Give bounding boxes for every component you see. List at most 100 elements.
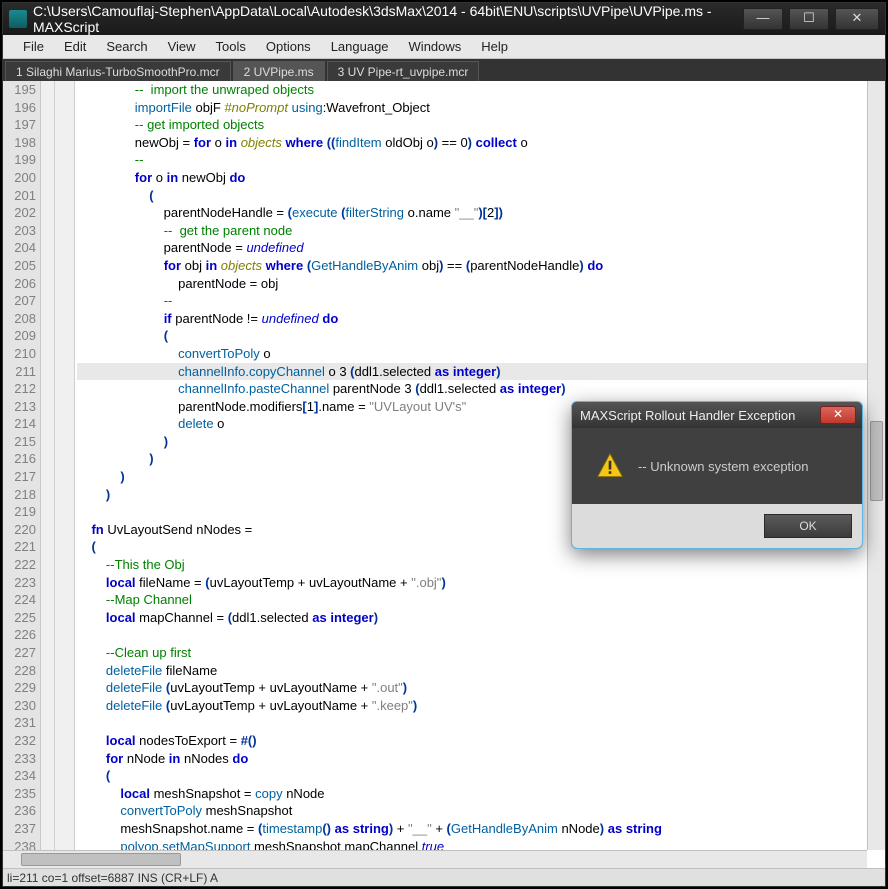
menu-options[interactable]: Options xyxy=(256,37,321,56)
code-line[interactable]: --Map Channel xyxy=(77,591,885,609)
line-number: 228 xyxy=(3,662,36,680)
minimize-button[interactable]: — xyxy=(743,8,783,30)
line-number: 216 xyxy=(3,450,36,468)
code-line[interactable]: local fileName = (uvLayoutTemp + uvLayou… xyxy=(77,574,885,592)
menu-windows[interactable]: Windows xyxy=(399,37,472,56)
line-number: 213 xyxy=(3,398,36,416)
line-number: 200 xyxy=(3,169,36,187)
line-number: 233 xyxy=(3,750,36,768)
tab[interactable]: 3 UV Pipe-rt_uvpipe.mcr xyxy=(327,61,480,81)
line-number: 231 xyxy=(3,714,36,732)
code-line[interactable]: meshSnapshot.name = (timestamp() as stri… xyxy=(77,820,885,838)
line-number: 203 xyxy=(3,222,36,240)
code-line[interactable]: parentNode = undefined xyxy=(77,239,885,257)
code-line[interactable]: -- get the parent node xyxy=(77,222,885,240)
code-line[interactable]: deleteFile (uvLayoutTemp + uvLayoutName … xyxy=(77,679,885,697)
statusbar: li=211 co=1 offset=6887 INS (CR+LF) A xyxy=(3,868,885,886)
code-line[interactable]: if parentNode != undefined do xyxy=(77,310,885,328)
line-number: 232 xyxy=(3,732,36,750)
code-line[interactable]: ( xyxy=(77,767,885,785)
line-number: 207 xyxy=(3,292,36,310)
code-line[interactable] xyxy=(77,714,885,732)
line-number: 198 xyxy=(3,134,36,152)
menu-search[interactable]: Search xyxy=(96,37,157,56)
window-title: C:\Users\Camouflaj-Stephen\AppData\Local… xyxy=(33,3,743,35)
line-number: 210 xyxy=(3,345,36,363)
menu-file[interactable]: File xyxy=(13,37,54,56)
warning-icon xyxy=(596,452,624,480)
line-number: 199 xyxy=(3,151,36,169)
code-line[interactable]: -- import the unwraped objects xyxy=(77,81,885,99)
code-line[interactable]: -- xyxy=(77,151,885,169)
code-line[interactable]: local meshSnapshot = copy nNode xyxy=(77,785,885,803)
line-number: 236 xyxy=(3,802,36,820)
ok-button[interactable]: OK xyxy=(764,514,852,538)
code-line[interactable]: for o in newObj do xyxy=(77,169,885,187)
code-line[interactable]: importFile objF #noPrompt using:Wavefron… xyxy=(77,99,885,117)
close-button[interactable]: ✕ xyxy=(835,8,879,30)
v-scroll-thumb[interactable] xyxy=(870,421,883,501)
fold-column[interactable] xyxy=(41,81,55,868)
line-number: 195 xyxy=(3,81,36,99)
line-number: 205 xyxy=(3,257,36,275)
dialog-footer: OK xyxy=(572,504,862,548)
code-line[interactable]: convertToPoly meshSnapshot xyxy=(77,802,885,820)
tab[interactable]: 2 UVPipe.ms xyxy=(233,61,325,81)
code-line[interactable]: channelInfo.pasteChannel parentNode 3 (d… xyxy=(77,380,885,398)
menu-help[interactable]: Help xyxy=(471,37,518,56)
line-number: 219 xyxy=(3,503,36,521)
dialog-titlebar: MAXScript Rollout Handler Exception ✕ xyxy=(572,402,862,428)
line-number: 206 xyxy=(3,275,36,293)
menu-tools[interactable]: Tools xyxy=(206,37,256,56)
line-number: 229 xyxy=(3,679,36,697)
code-line[interactable]: for obj in objects where (GetHandleByAni… xyxy=(77,257,885,275)
margin-column xyxy=(55,81,75,868)
line-number: 227 xyxy=(3,644,36,662)
window-controls: — ☐ ✕ xyxy=(743,8,885,30)
line-number: 211 xyxy=(3,363,36,381)
maximize-button[interactable]: ☐ xyxy=(789,8,829,30)
vertical-scrollbar[interactable] xyxy=(867,81,885,850)
code-line[interactable]: ( xyxy=(77,327,885,345)
code-line[interactable]: channelInfo.copyChannel o 3 (ddl1.select… xyxy=(77,363,885,381)
code-line[interactable] xyxy=(77,626,885,644)
code-line[interactable]: convertToPoly o xyxy=(77,345,885,363)
line-number: 226 xyxy=(3,626,36,644)
line-number: 215 xyxy=(3,433,36,451)
code-line[interactable]: local nodesToExport = #() xyxy=(77,732,885,750)
menu-view[interactable]: View xyxy=(158,37,206,56)
line-number: 204 xyxy=(3,239,36,257)
line-number: 225 xyxy=(3,609,36,627)
code-line[interactable]: --Clean up first xyxy=(77,644,885,662)
code-line[interactable]: ( xyxy=(77,187,885,205)
titlebar: C:\Users\Camouflaj-Stephen\AppData\Local… xyxy=(3,3,885,35)
code-line[interactable]: for nNode in nNodes do xyxy=(77,750,885,768)
line-number: 237 xyxy=(3,820,36,838)
code-line[interactable]: -- xyxy=(77,292,885,310)
code-line[interactable]: local mapChannel = (ddl1.selected as int… xyxy=(77,609,885,627)
code-line[interactable]: deleteFile (uvLayoutTemp + uvLayoutName … xyxy=(77,697,885,715)
code-line[interactable]: -- get imported objects xyxy=(77,116,885,134)
line-number: 220 xyxy=(3,521,36,539)
menu-edit[interactable]: Edit xyxy=(54,37,96,56)
code-line[interactable]: --This the Obj xyxy=(77,556,885,574)
h-scroll-thumb[interactable] xyxy=(21,853,181,866)
code-line[interactable]: newObj = for o in objects where ((findIt… xyxy=(77,134,885,152)
line-number: 224 xyxy=(3,591,36,609)
tab[interactable]: 1 Silaghi Marius-TurboSmoothPro.mcr xyxy=(5,61,231,81)
horizontal-scrollbar[interactable] xyxy=(3,850,867,868)
code-line[interactable]: deleteFile fileName xyxy=(77,662,885,680)
line-number: 217 xyxy=(3,468,36,486)
line-number: 235 xyxy=(3,785,36,803)
dialog-close-button[interactable]: ✕ xyxy=(820,406,856,424)
code-line[interactable]: parentNode = obj xyxy=(77,275,885,293)
line-number: 201 xyxy=(3,187,36,205)
line-number: 221 xyxy=(3,538,36,556)
line-number: 223 xyxy=(3,574,36,592)
line-number: 218 xyxy=(3,486,36,504)
dialog-title-text: MAXScript Rollout Handler Exception xyxy=(580,408,795,423)
line-number: 202 xyxy=(3,204,36,222)
menu-language[interactable]: Language xyxy=(321,37,399,56)
code-line[interactable]: parentNodeHandle = (execute (filterStrin… xyxy=(77,204,885,222)
line-number: 234 xyxy=(3,767,36,785)
